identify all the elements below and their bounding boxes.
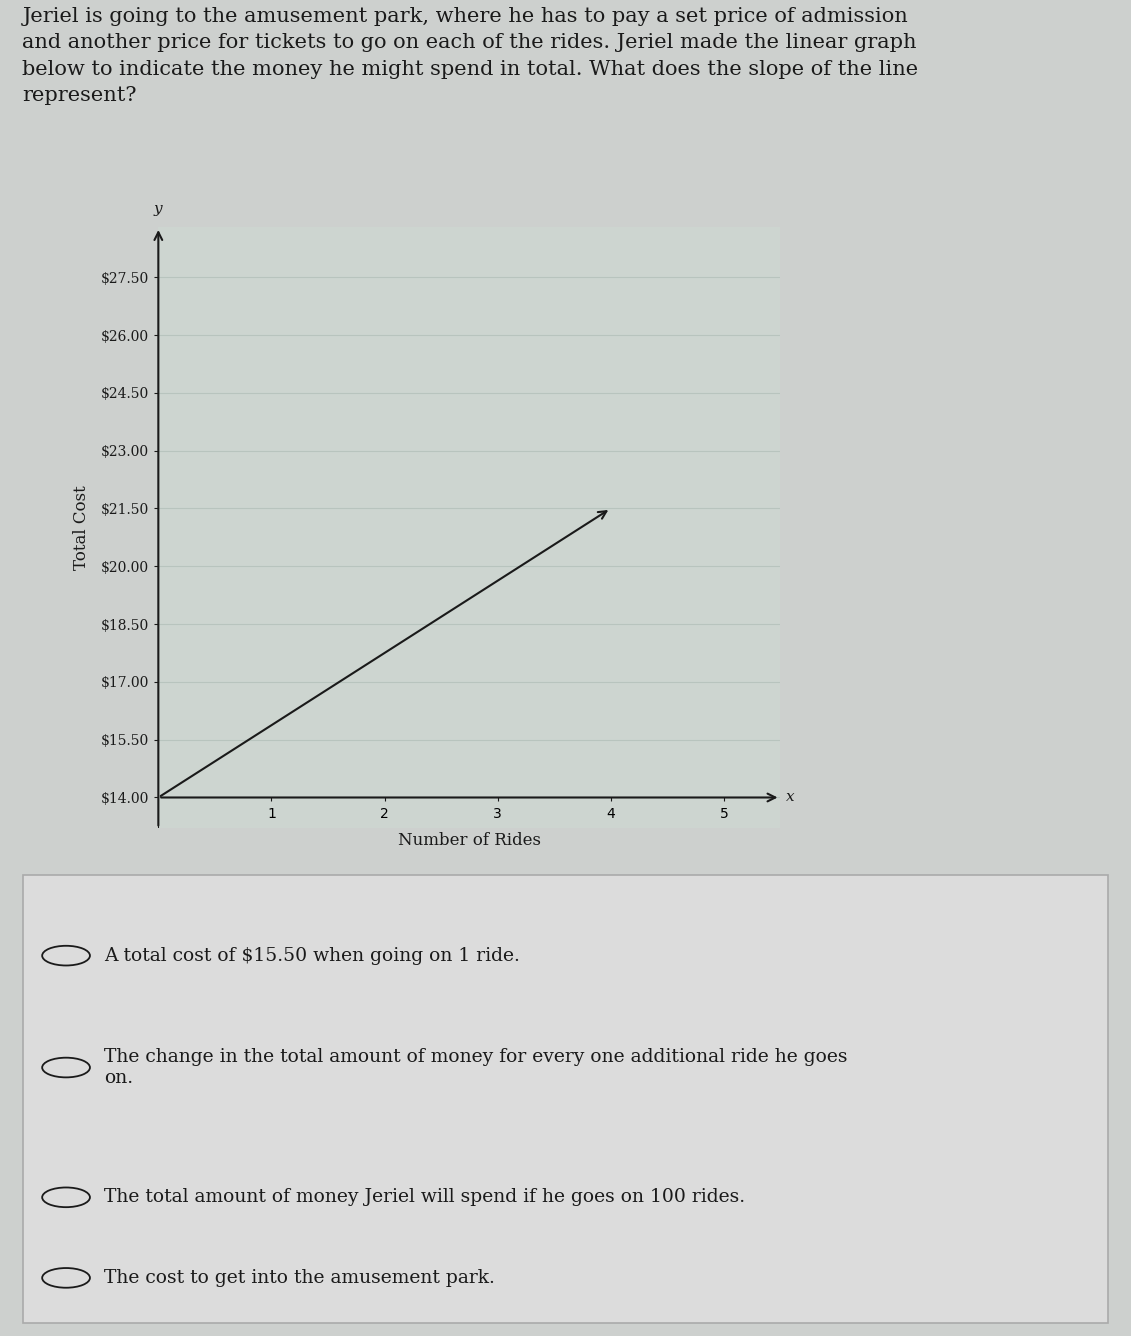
Text: A total cost of $15.50 when going on 1 ride.: A total cost of $15.50 when going on 1 r… (104, 947, 520, 965)
X-axis label: Number of Rides: Number of Rides (398, 831, 541, 848)
Text: x: x (786, 791, 795, 804)
Text: The cost to get into the amusement park.: The cost to get into the amusement park. (104, 1269, 495, 1287)
Text: y: y (154, 202, 163, 215)
Text: The change in the total amount of money for every one additional ride he goes
on: The change in the total amount of money … (104, 1049, 847, 1088)
Text: Jeriel is going to the amusement park, where he has to pay a set price of admiss: Jeriel is going to the amusement park, w… (23, 7, 918, 106)
Text: The total amount of money Jeriel will spend if he goes on 100 rides.: The total amount of money Jeriel will sp… (104, 1188, 745, 1206)
Y-axis label: Total Cost: Total Cost (72, 485, 89, 570)
